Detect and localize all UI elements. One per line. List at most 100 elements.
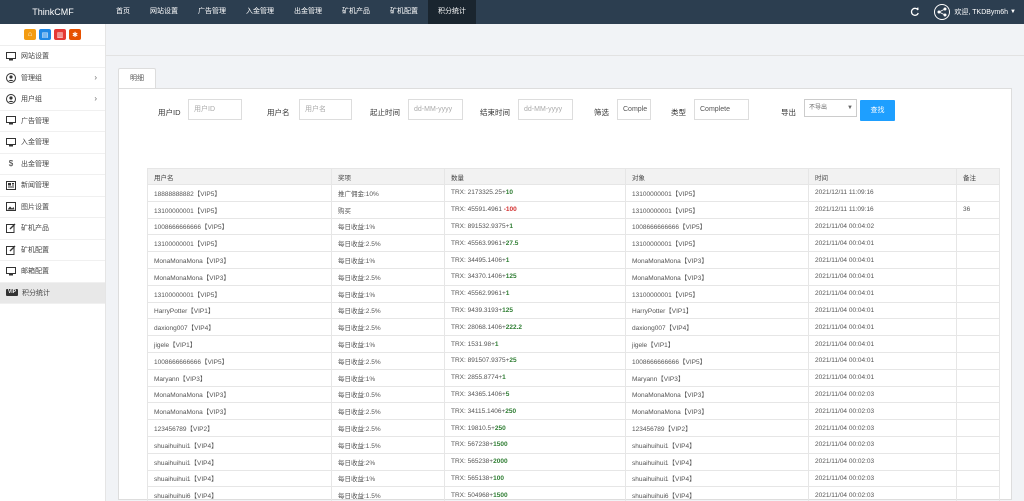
- column-header: 奖项: [331, 168, 445, 185]
- dollar-icon: $: [8, 159, 14, 169]
- caret-down-icon[interactable]: ▼: [1010, 9, 1016, 15]
- topnav-item[interactable]: 入金管理: [246, 8, 274, 15]
- amount-delta: 125: [505, 273, 517, 281]
- sidebar-item[interactable]: 矿机配置: [0, 240, 105, 261]
- cell-note: [956, 217, 1000, 236]
- cell-note: [956, 318, 1000, 337]
- cell-amount: TRX: 45563.9961+27.5: [444, 234, 626, 253]
- tab-detail[interactable]: 明细: [118, 68, 156, 89]
- user-id-input[interactable]: 用户ID: [188, 99, 242, 120]
- sidebar-item[interactable]: 新闻管理: [0, 175, 105, 197]
- trash-shortcut-icon[interactable]: ▥: [54, 29, 66, 40]
- sidebar-item[interactable]: $ 出金管理: [0, 154, 105, 175]
- search-button[interactable]: 查找: [860, 100, 895, 121]
- end-date-input[interactable]: dd-MM-yyyy: [518, 99, 573, 120]
- sidebar-item-label: 邮箱配置: [21, 268, 49, 276]
- cell-time: 2021/11/04 00:04:01: [808, 351, 957, 370]
- table-row: 13100000001【VIP5】 购买 TRX: 45591.4961 -100 1…: [147, 200, 1000, 219]
- sidebar-item[interactable]: VIP 积分统计: [0, 282, 105, 304]
- cell-time: 2021/12/11 11:09:16: [808, 184, 957, 202]
- topnav-item[interactable]: 矿机配置: [390, 8, 418, 15]
- cell-username: 13100000001【VIP5】: [147, 284, 332, 303]
- sidebar-item[interactable]: 网站设置: [0, 46, 105, 68]
- sidebar-item[interactable]: 管理组 ›: [0, 68, 105, 89]
- amount-delta: 1500: [493, 491, 508, 499]
- cell-username: shuaihuihui1【VIP4】: [147, 452, 332, 471]
- sidebar-item[interactable]: 广告管理: [0, 111, 105, 132]
- vip-icon: VIP: [6, 289, 18, 297]
- filter-form: 用户ID 用户ID 用户名 用户名 起止时间 dd-MM-yyyy 结束时间 d…: [119, 99, 1013, 129]
- topnav-item[interactable]: 网站设置: [150, 8, 178, 15]
- table-row: shuaihuihui1【VIP4】 每日收益:2% TRX: 565238+200…: [147, 452, 1000, 471]
- monitor-icon: [6, 137, 16, 147]
- sidebar-item[interactable]: 用户组 ›: [0, 89, 105, 111]
- sidebar-item[interactable]: 矿机产品: [0, 218, 105, 240]
- amount-delta: 1: [509, 222, 513, 230]
- cell-amount: TRX: 2855.8774+1: [444, 368, 626, 387]
- amount-base: TRX: 565238+: [451, 458, 494, 466]
- amount-delta: 1500: [493, 441, 508, 449]
- cell-target: shuaihuihui1【VIP4】: [625, 452, 809, 471]
- topnav-item[interactable]: 首页: [116, 8, 130, 15]
- brand-logo[interactable]: ThinkCMF: [32, 7, 74, 17]
- cell-note: [956, 267, 1000, 286]
- refresh-icon[interactable]: [910, 7, 920, 17]
- avatar[interactable]: [934, 4, 951, 20]
- cell-note: 36: [956, 200, 1000, 219]
- home-shortcut-icon[interactable]: ⌂: [24, 29, 36, 40]
- topnav-item[interactable]: 积分统计: [428, 0, 476, 24]
- cell-target: HarryPotter【VIP1】: [625, 301, 809, 320]
- cell-username: MonaMonaMona【VIP3】: [147, 267, 332, 286]
- top-nav: 首页 网站设置 广告管理 入金管理 出金管理 矿机产品 矿机配置 积分统计: [106, 0, 476, 24]
- amount-base: TRX: 891532.9375+: [451, 222, 510, 230]
- sidebar: ⌂ ▤ ▥ ✱ 网站设置 管理组 › 用户组 › 广告管理入金管理 $ 出金管理新闻管理图片设…: [0, 24, 106, 501]
- amount-delta: 1: [494, 340, 499, 348]
- settings-shortcut-icon[interactable]: ✱: [69, 29, 81, 40]
- type-input[interactable]: Complete: [694, 99, 749, 120]
- cell-time: 2021/11/04 00:02:03: [808, 486, 957, 501]
- cell-amount: TRX: 34365.1406+5: [444, 385, 626, 404]
- sidebar-item[interactable]: 入金管理: [0, 132, 105, 154]
- cell-note: [956, 469, 1000, 488]
- cell-award: 每日收益:1.5%: [331, 435, 445, 454]
- cell-note: [956, 335, 1000, 353]
- cell-username: 13100000001【VIP5】: [147, 200, 332, 219]
- user-greeting[interactable]: 欢迎, TKDBym6h: [954, 9, 1009, 16]
- cell-time: 2021/11/04 00:04:01: [808, 368, 957, 387]
- sidebar-item[interactable]: 图片设置: [0, 197, 105, 218]
- cell-target: shuaihuihui1【VIP4】: [625, 435, 809, 454]
- image-icon: [6, 202, 16, 212]
- cell-time: 2021/11/04 00:02:03: [808, 435, 957, 454]
- table-row: HarryPotter【VIP1】 每日收益:2.5% TRX: 9439.3193…: [147, 301, 1000, 320]
- cell-time: 2021/11/04 00:04:01: [808, 318, 957, 337]
- cell-award: 购买: [331, 200, 445, 219]
- detail-panel: 用户ID 用户ID 用户名 用户名 起止时间 dd-MM-yyyy 结束时间 d…: [118, 88, 1013, 501]
- amount-base: TRX: 45562.9961+: [451, 290, 506, 298]
- table-row: 18888888882【VIP5】 推广佣金:10% TRX: 2173325.25…: [147, 184, 1000, 202]
- amount-delta: 222.2: [505, 323, 523, 331]
- cell-target: shuaihuihui6【VIP4】: [625, 486, 809, 501]
- sidebar-item[interactable]: 邮箱配置: [0, 261, 105, 283]
- user-circle-icon: [6, 72, 16, 83]
- cell-note: [956, 419, 1000, 437]
- column-header: 对象: [625, 168, 809, 185]
- topnav-item[interactable]: 矿机产品: [342, 8, 370, 15]
- cell-target: MonaMonaMona【VIP3】: [625, 385, 809, 404]
- amount-base: TRX: 567238+: [451, 441, 494, 449]
- cell-note: [956, 184, 1000, 202]
- username-input[interactable]: 用户名: [299, 99, 352, 120]
- start-date-input[interactable]: dd-MM-yyyy: [408, 99, 463, 120]
- cell-award: 每日收益:1.5%: [331, 486, 445, 501]
- filter-input[interactable]: Comple: [617, 99, 651, 120]
- export-select[interactable]: 不导出 ▼: [804, 99, 857, 117]
- chevron-right-icon: ›: [94, 72, 97, 82]
- cell-award: 每日收益:0.5%: [331, 385, 445, 404]
- start-time-label: 起止时间: [370, 108, 400, 117]
- document-shortcut-icon[interactable]: ▤: [39, 29, 51, 40]
- sidebar-item-label: 新闻管理: [21, 182, 49, 190]
- amount-base: TRX: 45563.9961+: [451, 239, 506, 247]
- sidebar-item-label: 广告管理: [21, 117, 49, 125]
- topnav-item[interactable]: 出金管理: [294, 8, 322, 15]
- end-time-label: 结束时间: [480, 108, 510, 117]
- topnav-item[interactable]: 广告管理: [198, 8, 226, 15]
